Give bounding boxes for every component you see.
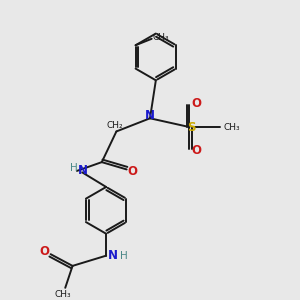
Text: S: S — [187, 121, 196, 134]
Text: N: N — [145, 110, 155, 122]
Text: H: H — [120, 251, 128, 261]
Text: O: O — [128, 165, 137, 178]
Text: O: O — [39, 245, 49, 258]
Text: O: O — [192, 144, 202, 157]
Text: CH₃: CH₃ — [153, 33, 169, 42]
Text: N: N — [78, 164, 88, 177]
Text: CH₃: CH₃ — [224, 123, 240, 132]
Text: N: N — [108, 249, 118, 262]
Text: CH₂: CH₂ — [106, 121, 123, 130]
Text: H: H — [70, 163, 78, 173]
Text: O: O — [192, 97, 202, 110]
Text: CH₃: CH₃ — [54, 290, 70, 299]
